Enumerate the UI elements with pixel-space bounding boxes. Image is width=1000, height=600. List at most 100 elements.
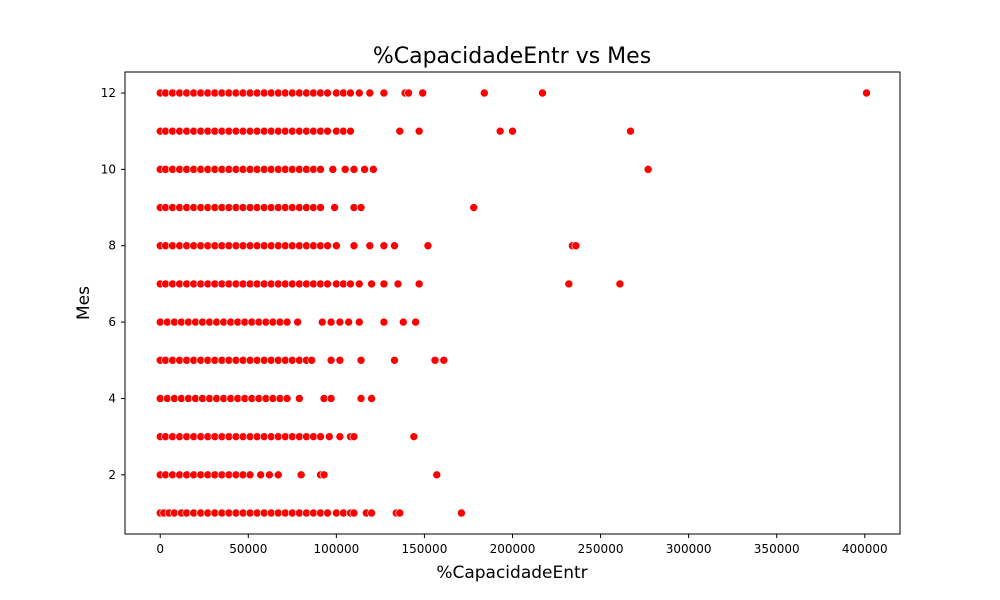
x-tick-label: 50000 <box>229 542 267 556</box>
data-point <box>346 126 355 136</box>
data-point <box>317 317 327 327</box>
data-point <box>245 470 255 480</box>
data-point <box>316 165 325 174</box>
data-point <box>360 165 369 174</box>
data-point <box>293 317 302 327</box>
data-point <box>316 432 325 441</box>
data-point <box>379 317 389 327</box>
data-point <box>349 432 359 441</box>
data-point <box>356 394 366 403</box>
data-point <box>296 470 306 480</box>
data-point <box>326 394 336 403</box>
data-point <box>615 279 625 289</box>
data-point <box>346 88 355 98</box>
chart-title: %CapacidadeEntr vs Mes <box>373 44 651 69</box>
data-point <box>571 241 581 251</box>
y-tick-label: 2 <box>108 468 116 482</box>
x-tick-label: 250000 <box>578 542 624 556</box>
data-point <box>340 165 350 174</box>
y-tick-label: 4 <box>108 391 116 405</box>
data-point <box>323 241 332 251</box>
y-axis-title: Mes <box>74 286 94 320</box>
data-point <box>626 126 635 136</box>
data-point <box>395 126 405 136</box>
data-point <box>390 355 399 365</box>
data-point <box>330 203 339 212</box>
data-point <box>398 317 408 327</box>
data-point <box>564 279 574 289</box>
data-point <box>295 394 304 403</box>
data-point <box>423 241 433 251</box>
y-tick-label: 8 <box>108 239 116 253</box>
data-point <box>335 317 345 327</box>
data-point <box>282 317 292 327</box>
data-points <box>155 88 871 518</box>
x-tick-label: 0 <box>156 542 164 556</box>
data-point <box>323 126 332 136</box>
data-point <box>326 317 336 327</box>
data-point <box>354 279 364 289</box>
x-axis: 0 50000 100000 150000 200000 250000 300000 3500… <box>156 534 888 556</box>
data-point <box>439 355 449 365</box>
data-point <box>349 508 359 518</box>
data-point <box>326 355 336 365</box>
data-point <box>349 165 359 174</box>
x-tick-label: 100000 <box>313 542 359 556</box>
data-point <box>316 203 325 212</box>
plot-area <box>125 72 900 534</box>
data-point <box>369 165 378 174</box>
data-point <box>365 241 375 251</box>
data-point <box>354 317 364 327</box>
data-point <box>344 317 353 327</box>
data-point <box>495 126 505 136</box>
data-point <box>319 470 329 480</box>
data-point <box>356 203 366 212</box>
data-point <box>430 355 440 365</box>
data-point <box>404 88 413 98</box>
data-point <box>379 88 389 98</box>
y-tick-label: 12 <box>101 86 116 100</box>
data-point <box>395 508 405 518</box>
data-point <box>349 241 359 251</box>
data-point <box>307 355 317 365</box>
data-point <box>365 88 375 98</box>
data-point <box>256 470 265 480</box>
x-tick-label: 300000 <box>666 542 712 556</box>
data-point <box>414 279 424 289</box>
y-tick-label: 6 <box>108 315 116 329</box>
data-point <box>418 88 427 98</box>
data-point <box>354 88 364 98</box>
data-point <box>282 394 292 403</box>
x-tick-label: 400000 <box>842 542 888 556</box>
y-axis: 2 4 6 8 10 12 <box>101 86 125 482</box>
data-point <box>862 88 871 98</box>
data-point <box>379 241 389 251</box>
data-point <box>409 432 419 441</box>
data-point <box>414 126 424 136</box>
data-point <box>356 355 366 365</box>
data-point <box>457 508 466 518</box>
x-axis-title: %CapacidadeEntr <box>436 563 587 583</box>
data-point <box>367 279 376 289</box>
data-point <box>335 432 345 441</box>
data-point <box>411 317 420 327</box>
data-point <box>390 241 399 251</box>
x-tick-label: 150000 <box>402 542 448 556</box>
data-point <box>469 203 479 212</box>
data-point <box>323 508 332 518</box>
data-point <box>332 241 341 251</box>
data-point <box>508 126 517 136</box>
data-point <box>367 508 376 518</box>
data-point <box>538 88 547 98</box>
data-point <box>328 165 338 174</box>
data-point <box>346 279 355 289</box>
data-point <box>379 279 389 289</box>
data-point <box>273 470 283 480</box>
data-point <box>335 355 345 365</box>
data-point <box>432 470 442 480</box>
data-point <box>480 88 489 98</box>
x-tick-label: 350000 <box>754 542 800 556</box>
data-point <box>325 432 334 441</box>
x-tick-label: 200000 <box>490 542 536 556</box>
